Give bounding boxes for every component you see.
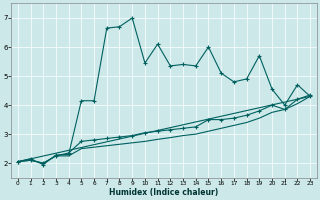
X-axis label: Humidex (Indice chaleur): Humidex (Indice chaleur) bbox=[109, 188, 219, 197]
